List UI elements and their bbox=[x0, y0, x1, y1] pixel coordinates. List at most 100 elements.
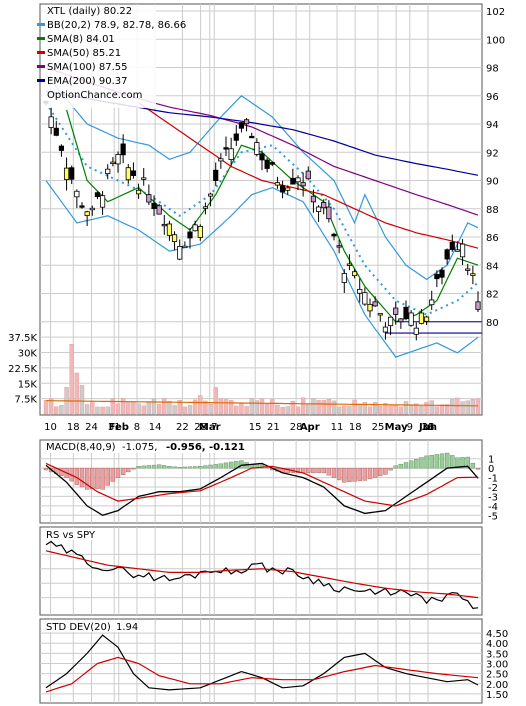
svg-text:SMA(100) 87.55: SMA(100) 87.55 bbox=[47, 62, 128, 73]
macd-histogram-bar bbox=[203, 465, 208, 469]
volume-bar bbox=[403, 401, 409, 415]
candle-body bbox=[161, 223, 167, 227]
candle-body bbox=[423, 316, 430, 322]
x-tick-label: 18 bbox=[349, 422, 362, 433]
candle-body bbox=[79, 205, 85, 208]
svg-text:SMA(8) 84.01: SMA(8) 84.01 bbox=[47, 34, 115, 45]
macd-histogram-bar bbox=[465, 456, 470, 469]
x-tick-label: 7 bbox=[211, 422, 217, 433]
candle-body bbox=[346, 263, 353, 266]
candle-body bbox=[454, 249, 461, 252]
candle-body bbox=[434, 273, 440, 280]
macd-histogram-bar bbox=[177, 467, 182, 469]
macd-histogram-bar bbox=[398, 463, 404, 469]
volume-y-tick-label: 7.5K bbox=[15, 395, 38, 406]
volume-bar bbox=[100, 406, 105, 415]
volume-bar bbox=[239, 402, 244, 415]
macd-histogram-bar bbox=[84, 467, 90, 490]
volume-bar bbox=[424, 402, 429, 415]
rs-line bbox=[45, 540, 479, 610]
macd-histogram-bar bbox=[239, 460, 244, 469]
macd-histogram-bar bbox=[136, 466, 141, 469]
legend-sma50: SMA(50) 85.21 bbox=[37, 48, 121, 59]
macd-histogram-bar bbox=[79, 467, 85, 488]
candle-body bbox=[305, 170, 311, 180]
candle-body bbox=[310, 195, 317, 203]
volume-bar bbox=[90, 401, 95, 415]
macd-histogram-bar bbox=[424, 455, 429, 469]
candle-body bbox=[141, 177, 147, 180]
volume-bar bbox=[383, 403, 388, 415]
candle-body bbox=[130, 170, 137, 176]
candle-body bbox=[171, 234, 178, 242]
volume-bar bbox=[110, 398, 116, 415]
macd-histogram-bar bbox=[362, 467, 368, 481]
x-tick-label: 11 bbox=[331, 422, 344, 433]
volume-bar bbox=[270, 399, 275, 415]
candle-body bbox=[218, 158, 224, 162]
grid-lines bbox=[40, 4, 482, 703]
macd-signal-line bbox=[45, 462, 479, 507]
candle-body bbox=[166, 223, 173, 236]
price-y-tick-label: 98 bbox=[486, 64, 499, 75]
macd-histogram-bar bbox=[162, 465, 167, 469]
macd-histogram-bar bbox=[167, 466, 172, 469]
candle-body bbox=[367, 303, 373, 312]
macd-histogram-bar bbox=[131, 467, 136, 470]
volume-bar bbox=[254, 400, 260, 415]
macd-histogram-bar bbox=[218, 463, 224, 469]
macd-histogram-bar bbox=[110, 467, 116, 482]
std-y-tick-label: 4.50 bbox=[486, 629, 508, 640]
price-y-tick-label: 94 bbox=[486, 120, 499, 131]
volume-bar bbox=[218, 398, 224, 415]
legend-bb: BB(20,2) 78.9, 82.78, 86.66 bbox=[37, 20, 186, 31]
macd-histogram-bar bbox=[306, 467, 311, 474]
volume-bar bbox=[54, 406, 59, 415]
price-y-tick-label: 100 bbox=[486, 35, 505, 46]
price-y-tick-label: 92 bbox=[486, 148, 499, 159]
macd-histogram-bar bbox=[357, 467, 362, 482]
macd-histogram-bar bbox=[352, 467, 357, 482]
candle-body bbox=[269, 162, 275, 165]
volume-bar bbox=[213, 387, 218, 415]
volume-bar bbox=[48, 398, 54, 415]
candle-body bbox=[429, 299, 435, 306]
candle-body bbox=[48, 116, 54, 128]
volume-y-tick-label: 22.5K bbox=[8, 364, 37, 375]
x-tick-label: 28 bbox=[194, 422, 207, 433]
candle-body bbox=[444, 249, 450, 260]
macd-histogram-bar bbox=[223, 462, 229, 469]
volume-bar bbox=[208, 403, 213, 415]
candle-body bbox=[254, 142, 260, 155]
macd-y-tick-label: -3 bbox=[488, 492, 498, 503]
candle-body bbox=[290, 177, 296, 185]
candle-body bbox=[300, 182, 306, 187]
candle-body bbox=[69, 167, 75, 180]
candle-body bbox=[264, 159, 270, 169]
price-y-tick-label: 82 bbox=[486, 290, 499, 301]
macd-histogram-bar bbox=[151, 464, 157, 469]
candle-body bbox=[326, 206, 332, 220]
volume-y-tick-label: 15K bbox=[18, 379, 38, 390]
x-tick-label: 31 bbox=[422, 422, 435, 433]
candle-body bbox=[105, 168, 111, 175]
volume-bar bbox=[306, 403, 311, 415]
legend-xtl: XTL (daily) 80.22 bbox=[47, 6, 132, 17]
volume-bar bbox=[336, 406, 342, 415]
candle-body bbox=[115, 154, 121, 165]
x-tick-label: 31 bbox=[108, 422, 121, 433]
volume-bar bbox=[321, 400, 326, 415]
candle-body bbox=[439, 269, 445, 278]
rs-panel-frame bbox=[39, 526, 483, 616]
volume-bar bbox=[192, 399, 198, 415]
volume-bar bbox=[393, 404, 398, 415]
volume-bar bbox=[146, 401, 152, 415]
macd-histogram-bar bbox=[146, 465, 152, 469]
price-y-tick-label: 86 bbox=[486, 233, 499, 244]
candle-body bbox=[120, 143, 126, 156]
macd-histogram-bar bbox=[439, 453, 445, 469]
volume-bar bbox=[316, 400, 321, 415]
volume-bar bbox=[84, 404, 90, 415]
macd-y-tick-label: -1 bbox=[488, 474, 498, 485]
volume-bar bbox=[249, 398, 254, 415]
